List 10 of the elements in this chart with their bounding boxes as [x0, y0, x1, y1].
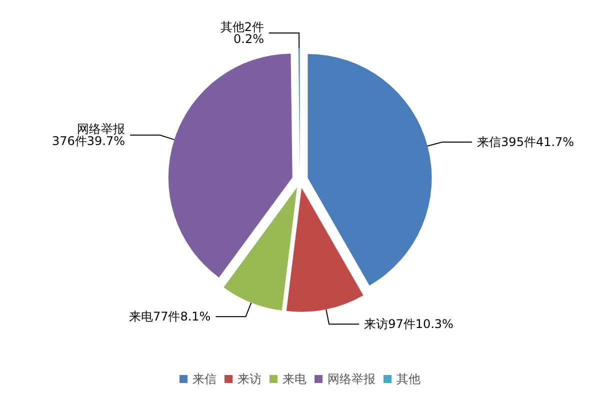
legend-label: 来访 [238, 372, 262, 386]
legend-label: 其他 [396, 372, 420, 386]
legend-label: 来信 [192, 372, 216, 386]
legend-label: 来电 [282, 372, 306, 386]
legend-label: 网络举报 [328, 372, 376, 386]
data-label: 来访97件10.3% [364, 317, 454, 332]
data-label: 其他2件 0.2% [220, 20, 264, 46]
data-label: 来电77件8.1% [128, 310, 211, 324]
data-label: 网络举报 376件39.7% [52, 122, 126, 148]
data-label: 来信395件41.7% [477, 135, 574, 150]
